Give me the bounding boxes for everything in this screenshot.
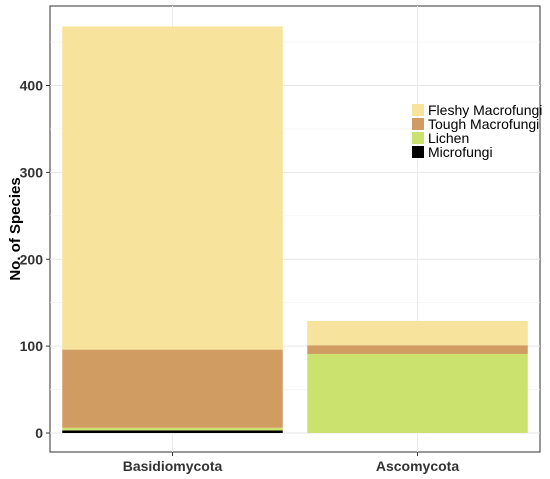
y-tick-label: 200 xyxy=(20,251,44,267)
legend-label: Microfungi xyxy=(428,144,493,160)
y-axis-title: No. of Species xyxy=(7,177,24,280)
y-tick-label: 300 xyxy=(20,164,44,180)
x-tick-label: Basidiomycota xyxy=(123,458,223,474)
bar-segment xyxy=(62,26,283,350)
y-tick-label: 400 xyxy=(20,78,44,94)
bar-segment xyxy=(62,349,283,428)
legend-swatch xyxy=(412,132,424,144)
bar-segment xyxy=(307,353,528,433)
legend-swatch xyxy=(412,146,424,158)
x-tick-label: Ascomycota xyxy=(376,458,459,474)
x-axis: Basidiomycota Ascomycota xyxy=(123,452,459,474)
bars xyxy=(62,26,528,433)
legend-label: Tough Macrofungi xyxy=(428,116,539,132)
bar-segment xyxy=(62,430,283,433)
bar-segment xyxy=(62,427,283,431)
y-tick-label: 100 xyxy=(20,338,44,354)
legend-swatch xyxy=(412,118,424,130)
bar-segment xyxy=(307,320,528,346)
legend-label: Lichen xyxy=(428,130,469,146)
legend-label: Fleshy Macrofungi xyxy=(428,102,542,118)
y-axis: 0 100 200 300 400 xyxy=(20,78,50,441)
y-tick-label: 0 xyxy=(35,425,43,441)
legend-swatch xyxy=(412,104,424,116)
bar-segment xyxy=(307,345,528,354)
